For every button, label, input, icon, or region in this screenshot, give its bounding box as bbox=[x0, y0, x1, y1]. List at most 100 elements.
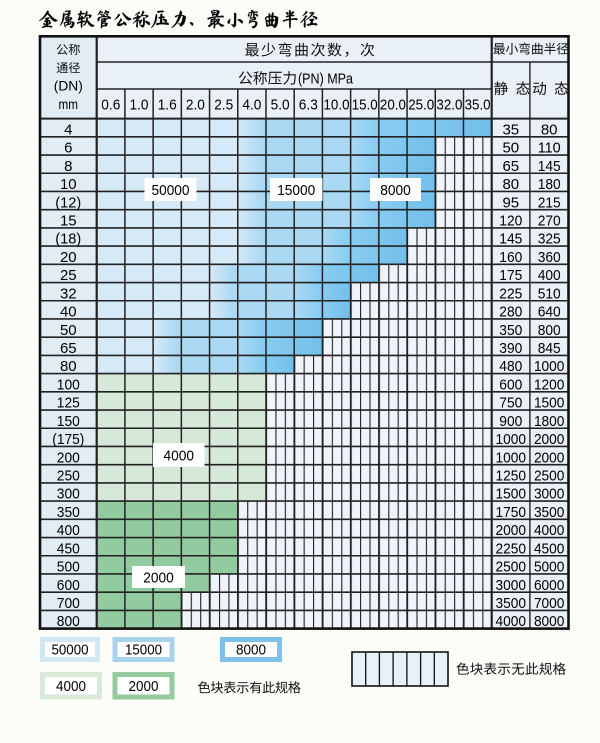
svg-text:1000: 1000 bbox=[496, 431, 527, 448]
svg-text:4000: 4000 bbox=[164, 447, 195, 464]
svg-text:35: 35 bbox=[502, 121, 519, 138]
svg-text:700: 700 bbox=[57, 595, 80, 612]
svg-text:250: 250 bbox=[57, 468, 80, 485]
svg-text:15000: 15000 bbox=[277, 182, 315, 199]
svg-text:20: 20 bbox=[60, 249, 77, 266]
svg-text:25.0: 25.0 bbox=[408, 97, 434, 114]
svg-text:65: 65 bbox=[502, 158, 519, 175]
svg-text:50: 50 bbox=[60, 322, 77, 339]
svg-text:110: 110 bbox=[538, 140, 561, 157]
svg-text:360: 360 bbox=[538, 249, 561, 266]
svg-text:2000: 2000 bbox=[496, 522, 527, 539]
svg-text:5000: 5000 bbox=[534, 559, 565, 576]
svg-text:8: 8 bbox=[64, 158, 72, 175]
svg-text:390: 390 bbox=[499, 340, 522, 357]
svg-text:20.0: 20.0 bbox=[380, 97, 406, 114]
svg-text:125: 125 bbox=[57, 395, 80, 412]
svg-text:2.0: 2.0 bbox=[186, 97, 205, 114]
svg-text:200: 200 bbox=[57, 449, 80, 466]
svg-text:4.0: 4.0 bbox=[242, 97, 261, 114]
svg-text:350: 350 bbox=[57, 504, 80, 521]
svg-text:400: 400 bbox=[538, 267, 561, 284]
svg-text:325: 325 bbox=[538, 231, 561, 248]
svg-text:50000: 50000 bbox=[52, 643, 89, 659]
svg-text:95: 95 bbox=[502, 194, 519, 211]
svg-text:180: 180 bbox=[538, 176, 561, 193]
svg-text:2250: 2250 bbox=[496, 540, 527, 557]
svg-text:65: 65 bbox=[60, 340, 77, 357]
svg-text:32: 32 bbox=[60, 285, 77, 302]
svg-text:800: 800 bbox=[57, 613, 80, 630]
svg-text:2500: 2500 bbox=[534, 468, 565, 485]
svg-text:80: 80 bbox=[541, 121, 558, 138]
svg-text:160: 160 bbox=[499, 249, 522, 266]
svg-text:mm: mm bbox=[59, 97, 79, 112]
svg-text:120: 120 bbox=[499, 213, 522, 230]
svg-text:150: 150 bbox=[57, 413, 80, 430]
svg-text:1800: 1800 bbox=[534, 413, 565, 430]
svg-text:6.3: 6.3 bbox=[299, 97, 318, 114]
svg-text:10.0: 10.0 bbox=[324, 97, 350, 114]
svg-text:145: 145 bbox=[538, 158, 561, 175]
svg-text:1.0: 1.0 bbox=[130, 97, 149, 114]
svg-text:750: 750 bbox=[499, 395, 522, 412]
svg-text:6: 6 bbox=[64, 140, 72, 157]
svg-text:3500: 3500 bbox=[496, 595, 527, 612]
svg-text:1.6: 1.6 bbox=[158, 97, 177, 114]
svg-text:80: 80 bbox=[502, 176, 519, 193]
svg-text:1750: 1750 bbox=[496, 504, 527, 521]
svg-text:3000: 3000 bbox=[496, 577, 527, 594]
svg-text:25: 25 bbox=[60, 267, 77, 284]
svg-text:8000: 8000 bbox=[534, 613, 565, 630]
svg-text:15000: 15000 bbox=[125, 643, 162, 659]
svg-text:32.0: 32.0 bbox=[436, 97, 462, 114]
svg-text:4000: 4000 bbox=[56, 679, 86, 695]
svg-text:10: 10 bbox=[60, 176, 77, 193]
svg-text:50: 50 bbox=[502, 140, 519, 157]
svg-text:510: 510 bbox=[538, 285, 561, 302]
svg-text:4000: 4000 bbox=[496, 613, 527, 630]
svg-text:400: 400 bbox=[57, 522, 80, 539]
svg-text:2000: 2000 bbox=[143, 569, 174, 586]
svg-text:640: 640 bbox=[538, 304, 561, 321]
svg-text:225: 225 bbox=[499, 285, 522, 302]
svg-text:7000: 7000 bbox=[534, 595, 565, 612]
svg-text:(175): (175) bbox=[52, 431, 84, 448]
svg-text:600: 600 bbox=[499, 376, 522, 393]
svg-text:175: 175 bbox=[499, 267, 522, 284]
svg-text:100: 100 bbox=[57, 376, 80, 393]
svg-text:(PN) MPa: (PN) MPa bbox=[298, 72, 354, 88]
svg-text:(12): (12) bbox=[55, 194, 81, 211]
svg-text:0.6: 0.6 bbox=[101, 97, 120, 114]
svg-text:4: 4 bbox=[64, 121, 72, 138]
svg-text:145: 145 bbox=[499, 231, 522, 248]
svg-text:1500: 1500 bbox=[496, 486, 527, 503]
svg-text:350: 350 bbox=[499, 322, 522, 339]
svg-text:2000: 2000 bbox=[129, 679, 159, 695]
svg-text:2000: 2000 bbox=[534, 449, 565, 466]
svg-text:15: 15 bbox=[60, 213, 77, 230]
svg-text:3000: 3000 bbox=[534, 486, 565, 503]
svg-text:500: 500 bbox=[57, 559, 80, 576]
svg-text:(18): (18) bbox=[55, 231, 81, 248]
svg-text:40: 40 bbox=[60, 304, 77, 321]
svg-text:480: 480 bbox=[499, 358, 522, 375]
svg-text:6000: 6000 bbox=[534, 577, 565, 594]
svg-text:215: 215 bbox=[538, 194, 561, 211]
svg-text:4000: 4000 bbox=[534, 522, 565, 539]
svg-text:1000: 1000 bbox=[534, 358, 565, 375]
svg-text:5.0: 5.0 bbox=[271, 97, 290, 114]
svg-text:2000: 2000 bbox=[534, 431, 565, 448]
svg-text:1200: 1200 bbox=[534, 376, 565, 393]
svg-text:1500: 1500 bbox=[534, 395, 565, 412]
svg-text:(DN): (DN) bbox=[54, 79, 83, 94]
svg-text:2.5: 2.5 bbox=[214, 97, 233, 114]
svg-text:300: 300 bbox=[57, 486, 80, 503]
svg-text:50000: 50000 bbox=[152, 182, 190, 199]
svg-text:1250: 1250 bbox=[496, 468, 527, 485]
svg-text:900: 900 bbox=[499, 413, 522, 430]
svg-text:270: 270 bbox=[538, 213, 561, 230]
svg-text:8000: 8000 bbox=[236, 643, 266, 659]
svg-text:2500: 2500 bbox=[496, 559, 527, 576]
svg-text:15.0: 15.0 bbox=[352, 97, 378, 114]
